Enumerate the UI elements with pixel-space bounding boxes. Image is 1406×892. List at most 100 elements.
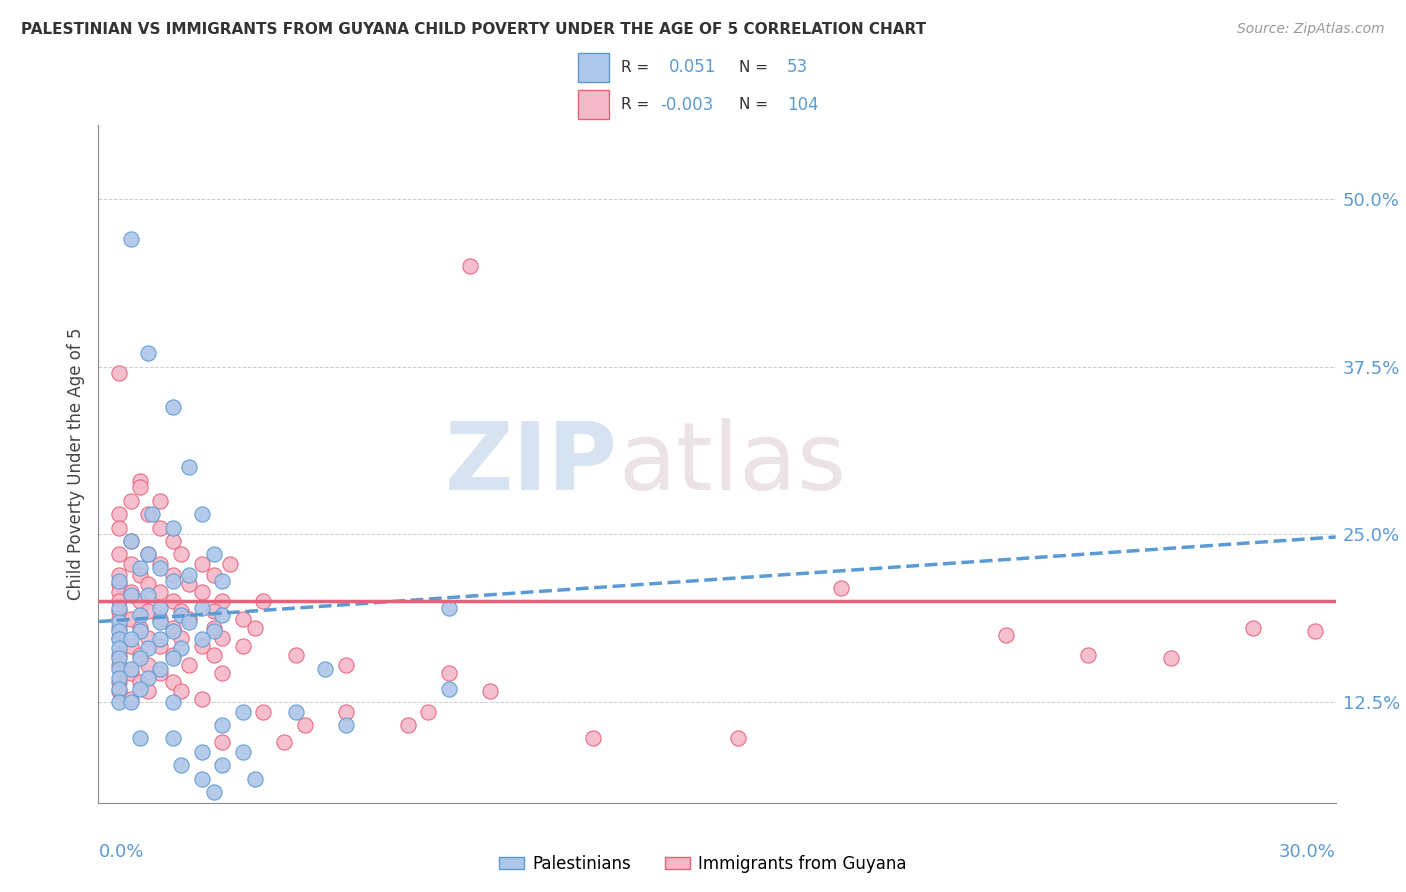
Point	[418, 705, 440, 719]
Point	[128, 675, 150, 690]
Point	[190, 507, 212, 521]
Point	[128, 731, 150, 746]
Point	[162, 650, 184, 665]
Point	[108, 601, 131, 615]
Point	[136, 588, 159, 602]
Point	[162, 520, 184, 534]
Point	[149, 561, 172, 575]
Point	[190, 632, 212, 646]
Point	[252, 594, 274, 608]
Point	[108, 507, 131, 521]
Point	[179, 615, 201, 629]
Point	[437, 681, 460, 696]
Text: 104: 104	[787, 95, 818, 114]
Point	[136, 548, 159, 562]
Point	[108, 574, 131, 589]
Point	[136, 657, 159, 672]
Point	[162, 675, 184, 690]
Point	[141, 507, 163, 521]
Point	[108, 662, 131, 676]
Text: R =: R =	[621, 97, 650, 112]
Point	[128, 648, 150, 662]
Point	[120, 534, 142, 549]
Point	[243, 621, 266, 635]
Point	[128, 474, 150, 488]
Point	[243, 772, 266, 786]
Point	[149, 615, 172, 629]
Point	[190, 557, 212, 571]
Point	[149, 662, 172, 676]
Point	[202, 648, 225, 662]
Point	[128, 607, 150, 622]
Point	[136, 346, 159, 360]
Text: Source: ZipAtlas.com: Source: ZipAtlas.com	[1237, 22, 1385, 37]
Point	[108, 567, 131, 582]
Point	[202, 604, 225, 618]
Point	[162, 731, 184, 746]
Point	[1241, 621, 1264, 635]
Point	[149, 557, 172, 571]
Text: -0.003: -0.003	[661, 95, 713, 114]
Point	[273, 735, 295, 749]
Point	[128, 480, 150, 494]
Point	[136, 577, 159, 591]
Point	[170, 641, 193, 656]
Point	[170, 758, 193, 772]
Point	[179, 612, 201, 626]
Point	[108, 675, 131, 690]
Point	[120, 639, 142, 653]
Point	[136, 671, 159, 685]
Text: PALESTINIAN VS IMMIGRANTS FROM GUYANA CHILD POVERTY UNDER THE AGE OF 5 CORRELATI: PALESTINIAN VS IMMIGRANTS FROM GUYANA CH…	[21, 22, 927, 37]
Point	[162, 534, 184, 549]
Point	[232, 705, 254, 719]
Point	[190, 772, 212, 786]
Point	[202, 567, 225, 582]
Point	[294, 718, 316, 732]
Point	[108, 366, 131, 380]
Point	[162, 648, 184, 662]
Point	[128, 621, 150, 635]
Point	[1303, 624, 1326, 638]
Point	[211, 735, 233, 749]
Text: ZIP: ZIP	[446, 417, 619, 510]
Text: 30.0%: 30.0%	[1279, 844, 1336, 862]
Text: 53: 53	[787, 59, 808, 77]
Point	[994, 628, 1017, 642]
Point	[211, 718, 233, 732]
Text: 0.051: 0.051	[669, 59, 717, 77]
Point	[108, 612, 131, 626]
Point	[582, 731, 605, 746]
Point	[108, 621, 131, 635]
Point	[108, 631, 131, 645]
Point	[211, 758, 233, 772]
Point	[335, 718, 357, 732]
Point	[120, 232, 142, 246]
Point	[190, 745, 212, 759]
Point	[162, 574, 184, 589]
Y-axis label: Child Poverty Under the Age of 5: Child Poverty Under the Age of 5	[67, 327, 86, 600]
Point	[190, 585, 212, 599]
Point	[128, 681, 150, 696]
Point	[120, 557, 142, 571]
Point	[149, 632, 172, 646]
Point	[162, 567, 184, 582]
Point	[190, 692, 212, 706]
Point	[211, 594, 233, 608]
Point	[108, 650, 131, 665]
Point	[149, 639, 172, 653]
Point	[335, 705, 357, 719]
Point	[128, 594, 150, 608]
Point	[285, 705, 308, 719]
Point	[108, 695, 131, 709]
Point	[149, 493, 172, 508]
Bar	[578, 54, 609, 82]
Point	[108, 684, 131, 698]
Point	[120, 534, 142, 549]
Point	[120, 585, 142, 599]
Point	[211, 574, 233, 589]
Point	[190, 601, 212, 615]
Point	[128, 650, 150, 665]
Point	[108, 585, 131, 599]
Point	[108, 594, 131, 608]
Point	[190, 639, 212, 653]
